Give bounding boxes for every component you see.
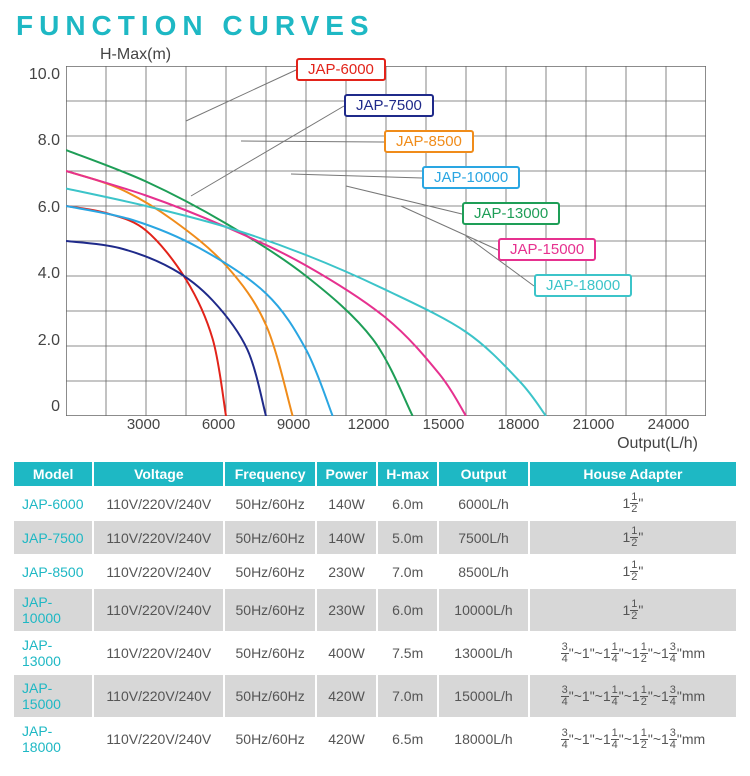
- col-header: House Adapter: [530, 462, 736, 486]
- table-row: JAP-15000110V/220V/240V50Hz/60Hz420W7.0m…: [14, 675, 736, 717]
- ytick-label: 8.0: [38, 132, 60, 150]
- ytick-label: 6.0: [38, 199, 60, 217]
- legend-JAP-6000: JAP-6000: [296, 58, 386, 81]
- chart-xlabel: Output(L/h): [12, 435, 698, 453]
- col-header: Power: [317, 462, 376, 486]
- table-row: JAP-18000110V/220V/240V50Hz/60Hz420W6.5m…: [14, 718, 736, 760]
- legend-JAP-7500: JAP-7500: [344, 94, 434, 117]
- chart-area: 10.08.06.04.02.00 JAP-6000JAP-7500JAP-85…: [12, 66, 738, 416]
- xtick-label: 15000: [406, 416, 481, 433]
- table-row: JAP-8500110V/220V/240V50Hz/60Hz230W7.0m8…: [14, 555, 736, 588]
- table-row: JAP-13000110V/220V/240V50Hz/60Hz400W7.5m…: [14, 632, 736, 674]
- xtick-label: 6000: [181, 416, 256, 433]
- xtick-label: 21000: [556, 416, 631, 433]
- legend-JAP-15000: JAP-15000: [498, 238, 596, 261]
- chart-ylabel: H-Max(m): [100, 46, 738, 64]
- legend-JAP-10000: JAP-10000: [422, 166, 520, 189]
- col-header: Model: [14, 462, 92, 486]
- xtick-label: 3000: [106, 416, 181, 433]
- col-header: Voltage: [94, 462, 223, 486]
- table-row: JAP-10000110V/220V/240V50Hz/60Hz230W6.0m…: [14, 589, 736, 631]
- col-header: H-max: [378, 462, 437, 486]
- col-header: Frequency: [225, 462, 314, 486]
- ytick-label: 10.0: [29, 66, 60, 84]
- ytick-label: 4.0: [38, 265, 60, 283]
- xtick-label: 24000: [631, 416, 706, 433]
- ytick-label: 2.0: [38, 332, 60, 350]
- legend-JAP-8500: JAP-8500: [384, 130, 474, 153]
- spec-table: ModelVoltageFrequencyPowerH-maxOutputHou…: [12, 461, 738, 761]
- ytick-label: 0: [51, 398, 60, 416]
- table-row: JAP-7500110V/220V/240V50Hz/60Hz140W5.0m7…: [14, 521, 736, 554]
- chart-yticks: 10.0 8.0 6.0 4.0 2.0 0: [12, 66, 66, 416]
- chart-xticks: 3000600090001200015000180002100024000: [66, 416, 706, 433]
- col-header: Output: [439, 462, 528, 486]
- chart-plot: JAP-6000JAP-7500JAP-8500JAP-10000JAP-130…: [66, 66, 706, 416]
- xtick-label: 12000: [331, 416, 406, 433]
- table-row: JAP-6000110V/220V/240V50Hz/60Hz140W6.0m6…: [14, 487, 736, 520]
- xtick-label: 18000: [481, 416, 556, 433]
- xtick-label: 9000: [256, 416, 331, 433]
- page-title: FUNCTION CURVES: [16, 10, 738, 42]
- legend-JAP-13000: JAP-13000: [462, 202, 560, 225]
- legend-JAP-18000: JAP-18000: [534, 274, 632, 297]
